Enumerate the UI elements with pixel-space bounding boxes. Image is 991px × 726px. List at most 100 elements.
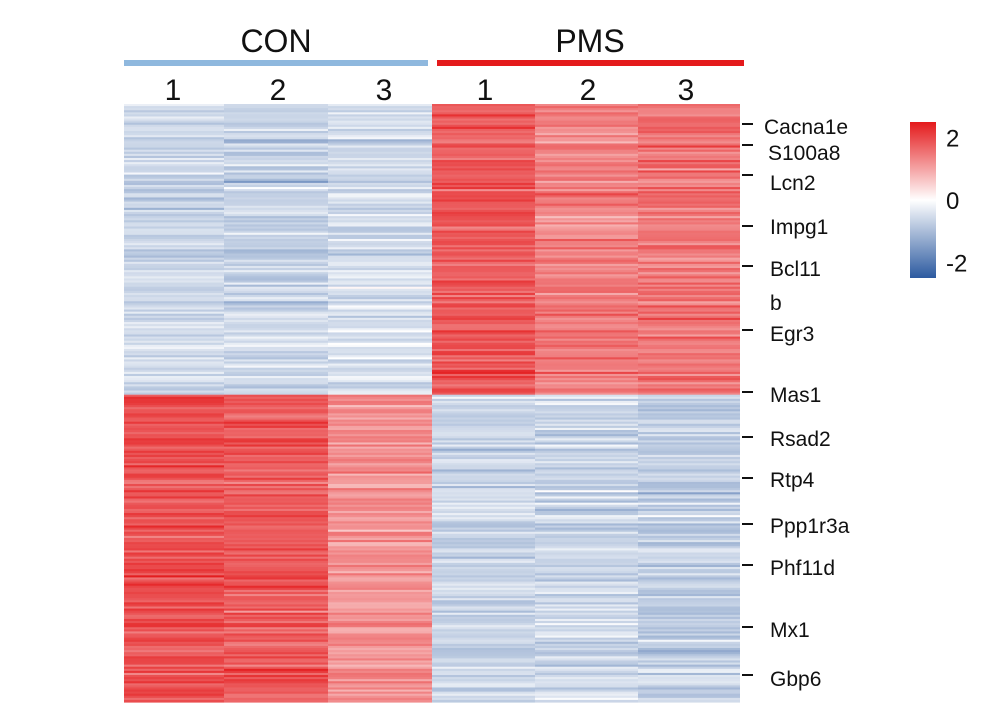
heatmap-cell xyxy=(535,463,638,466)
heatmap-cell xyxy=(328,110,432,113)
heatmap-cell xyxy=(224,479,328,483)
heatmap-cell xyxy=(432,438,535,441)
heatmap-cell xyxy=(124,301,224,304)
heatmap-cell xyxy=(535,695,638,699)
heatmap-cell xyxy=(328,261,432,265)
heatmap-cell xyxy=(638,398,740,402)
heatmap-cell xyxy=(535,527,638,531)
colorbar-tick-label: 2 xyxy=(946,126,959,153)
heatmap-cell xyxy=(638,128,740,132)
heatmap-cell xyxy=(638,396,740,400)
heatmap-cell xyxy=(432,687,535,691)
heatmap-cell xyxy=(224,382,328,385)
heatmap-cell xyxy=(638,313,740,317)
heatmap-cell xyxy=(124,579,224,583)
heatmap-cell xyxy=(432,448,535,452)
heatmap-cell xyxy=(224,579,328,583)
heatmap-cell xyxy=(535,583,638,587)
heatmap-cell xyxy=(432,556,535,560)
heatmap-cell xyxy=(328,315,432,319)
heatmap-cell xyxy=(328,693,432,697)
heatmap-cell xyxy=(224,591,328,595)
heatmap-cell xyxy=(432,527,535,531)
heatmap-cell xyxy=(328,637,432,641)
heatmap-cell xyxy=(638,305,740,309)
heatmap-cell xyxy=(432,450,535,454)
heatmap-cell xyxy=(535,388,638,392)
heatmap-cell xyxy=(535,365,638,369)
heatmap-cell xyxy=(432,359,535,363)
heatmap-cell xyxy=(432,444,535,448)
heatmap-cell xyxy=(328,193,432,196)
heatmap-cell xyxy=(432,542,535,545)
heatmap-cell xyxy=(638,201,740,205)
heatmap-cell xyxy=(328,114,432,118)
heatmap-cell xyxy=(638,527,740,531)
heatmap-cell xyxy=(124,591,224,595)
heatmap-cell xyxy=(638,500,740,504)
heatmap-cell xyxy=(535,564,638,568)
heatmap-cell xyxy=(432,650,535,653)
heatmap-cell xyxy=(638,523,740,527)
heatmap-cell xyxy=(224,502,328,506)
heatmap-cell xyxy=(535,303,638,307)
heatmap-cell xyxy=(638,112,740,115)
heatmap-cell xyxy=(224,469,328,473)
heatmap-cell xyxy=(535,525,638,529)
heatmap-cell xyxy=(535,544,638,547)
heatmap-cell xyxy=(535,535,638,539)
heatmap-cell xyxy=(124,361,224,365)
heatmap-cell xyxy=(224,440,328,444)
heatmap-cell xyxy=(224,205,328,209)
heatmap-cell xyxy=(328,645,432,649)
heatmap-cell xyxy=(535,307,638,311)
heatmap-cell xyxy=(224,631,328,635)
heatmap-cell xyxy=(535,506,638,510)
heatmap-cell xyxy=(535,407,638,410)
heatmap-cell xyxy=(638,438,740,441)
heatmap-cell xyxy=(328,247,432,250)
heatmap-cell xyxy=(124,535,224,539)
heatmap-cell xyxy=(638,494,740,498)
heatmap-cell xyxy=(224,174,328,178)
heatmap-cell xyxy=(328,469,432,473)
heatmap-cell xyxy=(124,685,224,689)
heatmap-cell xyxy=(124,417,224,421)
heatmap-cell xyxy=(432,569,535,572)
heatmap-cell xyxy=(124,400,224,404)
heatmap-cell xyxy=(224,301,328,304)
heatmap-cell xyxy=(224,645,328,649)
heatmap-cell xyxy=(328,180,432,184)
heatmap-cell xyxy=(328,685,432,689)
heatmap-cell xyxy=(432,338,535,342)
heatmap-cell xyxy=(328,297,432,300)
heatmap-cell xyxy=(328,602,432,606)
heatmap-cell xyxy=(224,180,328,184)
heatmap-cell xyxy=(638,373,740,377)
heatmap-cell xyxy=(328,305,432,309)
gene-label-mx1: Mx1 xyxy=(770,619,810,642)
heatmap-cell xyxy=(224,523,328,527)
heatmap-cell xyxy=(535,334,638,338)
heatmap-cell xyxy=(432,668,535,672)
heatmap-cell xyxy=(328,282,432,286)
heatmap-cell xyxy=(638,685,740,689)
heatmap-cell xyxy=(224,195,328,199)
heatmap-cell xyxy=(638,253,740,257)
heatmap-cell xyxy=(535,577,638,581)
heatmap-cell xyxy=(224,286,328,290)
heatmap-cell xyxy=(432,340,535,344)
heatmap-cell xyxy=(535,157,638,161)
heatmap-cell xyxy=(224,641,328,645)
heatmap-cell xyxy=(535,664,638,668)
heatmap-cell xyxy=(535,386,638,390)
heatmap-cell xyxy=(535,108,638,111)
heatmap-cell xyxy=(124,104,224,107)
heatmap-cell xyxy=(432,581,535,585)
heatmap-cell xyxy=(638,548,740,552)
heatmap-cell xyxy=(224,446,328,450)
heatmap-cell xyxy=(328,216,432,219)
heatmap-cell xyxy=(432,290,535,294)
heatmap-cell xyxy=(328,141,432,145)
heatmap-cell xyxy=(432,643,535,647)
